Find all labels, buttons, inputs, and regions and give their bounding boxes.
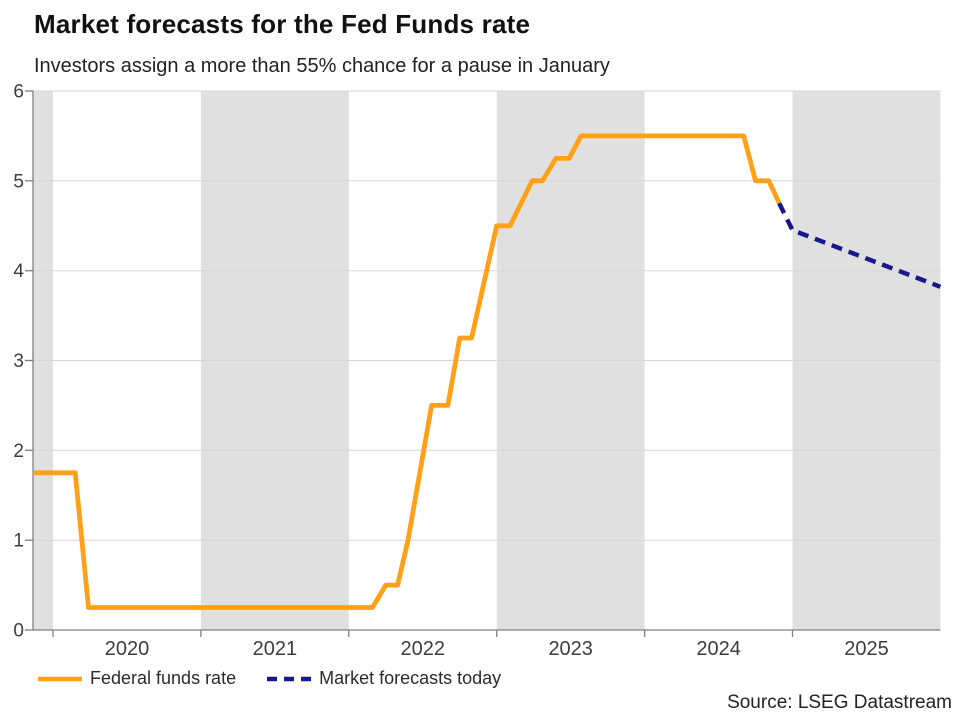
y-tick-label: 0 — [13, 621, 24, 642]
federal-funds-line-swatch — [38, 676, 82, 681]
legend-label-market-forecasts: Market forecasts today — [319, 668, 502, 688]
chart-title: Market forecasts for the Fed Funds rate — [34, 9, 531, 39]
y-tick-label: 6 — [13, 82, 24, 103]
chart-subtitle: Investors assign a more than 55% chance … — [34, 55, 610, 77]
x-tick-label: 2024 — [696, 638, 741, 660]
chart-legend: Federal funds rate Market forecasts toda… — [38, 668, 501, 689]
x-tick-label: 2022 — [401, 638, 446, 660]
x-tick-label: 2021 — [253, 638, 298, 660]
legend-item-market-forecasts: Market forecasts today — [267, 668, 501, 689]
federal-funds-rate-line — [33, 133, 782, 610]
x-tick-label: 2025 — [844, 638, 889, 660]
y-tick-label: 1 — [13, 531, 24, 552]
y-tick-label: 2 — [13, 441, 24, 462]
source-attribution: Source: LSEG Datastream — [727, 692, 952, 713]
y-tick-label: 5 — [13, 171, 24, 192]
legend-label-federal-funds-rate: Federal funds rate — [90, 668, 237, 688]
fed-funds-chart: 0 1 2 3 4 5 6 2020 2021 2022 2023 2024 2025 — [13, 82, 942, 660]
market-forecast-line — [777, 202, 942, 289]
x-tick-label: 2020 — [105, 638, 150, 660]
x-tick-label: 2023 — [548, 638, 593, 660]
market-forecasts-line-swatch — [267, 676, 312, 681]
y-tick-label: 3 — [13, 351, 24, 372]
legend-item-federal-funds-rate: Federal funds rate — [38, 668, 236, 689]
y-tick-label: 4 — [13, 261, 24, 282]
